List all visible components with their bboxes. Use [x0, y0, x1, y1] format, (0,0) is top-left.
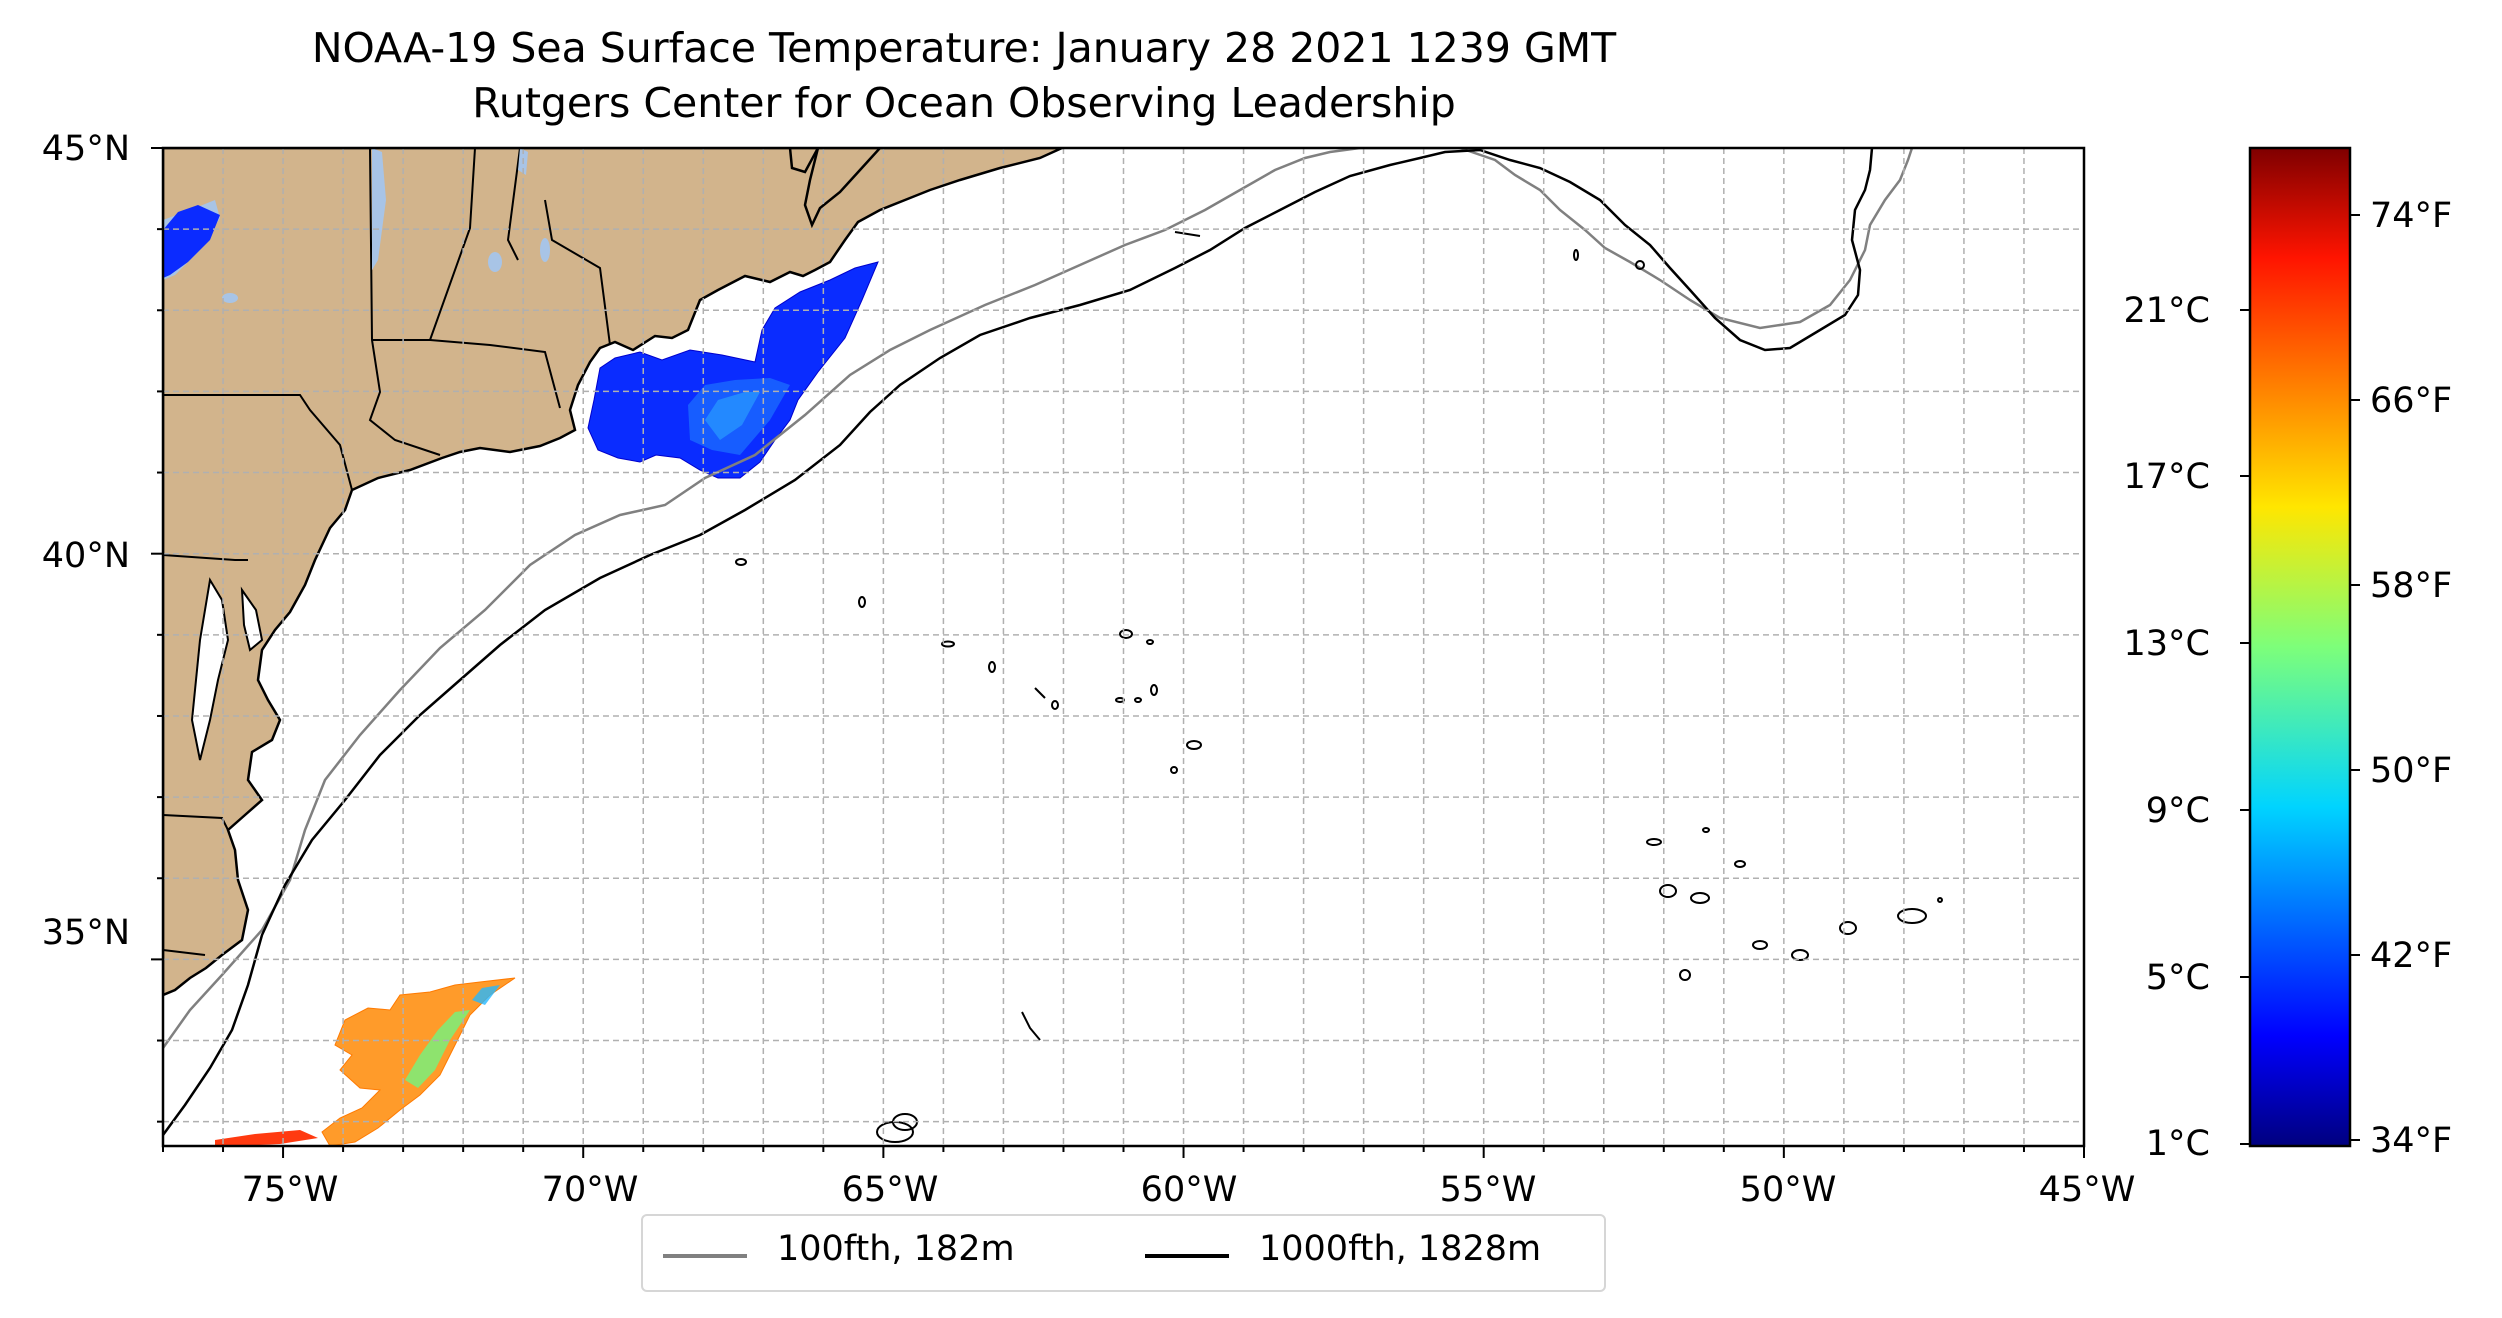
seamounts: [735, 231, 1943, 1143]
legend-swatch-1000fth: [1145, 1254, 1229, 1258]
state-borders: [163, 148, 611, 956]
land-mass: [163, 148, 1063, 997]
isobath-1000fth: [163, 148, 1874, 1136]
isobath-100fth: [163, 148, 1914, 1049]
lon-label: 55°W: [1439, 1170, 1537, 1210]
lat-label: 35°N: [41, 913, 130, 953]
colorbar-celsius-label: 5°C: [2145, 958, 2210, 998]
colorbar-celsius-label: 21°C: [2123, 291, 2210, 331]
colorbar-fahrenheit-label: 66°F: [2370, 381, 2453, 421]
sst-patch-gulf-stream-green: [405, 1010, 470, 1088]
legend: 100fth, 182m 1000fth, 1828m: [641, 1214, 1606, 1292]
chart-title: NOAA-19 Sea Surface Temperature: January…: [311, 24, 1617, 72]
sst-patch-georges-bank: [587, 261, 879, 479]
lon-label: 50°W: [1739, 1170, 1837, 1210]
nova-scotia: [803, 148, 882, 229]
colorbar-celsius-label: 9°C: [2145, 791, 2210, 831]
colorbar-fahrenheit-label: 34°F: [2370, 1121, 2453, 1161]
legend-label-100fth: 100fth, 182m: [777, 1229, 1015, 1269]
legend-swatch-100fth: [663, 1254, 747, 1258]
sst-patch-gulf-stream-cyan: [472, 985, 500, 1005]
map-area: [163, 148, 2084, 1146]
colorbar-ticks: [2240, 214, 2360, 1145]
lat-label: 40°N: [41, 536, 130, 576]
chart-subtitle: Rutgers Center for Ocean Observing Leade…: [472, 79, 1456, 127]
colorbar-fahrenheit-label: 42°F: [2370, 936, 2453, 976]
gridlines: [163, 148, 2084, 1146]
lon-label: 60°W: [1140, 1170, 1238, 1210]
colorbar-fahrenheit-label: 58°F: [2370, 566, 2453, 606]
lat-label: 45°N: [41, 129, 130, 169]
nova-scotia-tip: [788, 148, 820, 174]
axis-ticks: [151, 147, 2085, 1158]
colorbar-celsius-label: 17°C: [2123, 457, 2210, 497]
colorbar-celsius-label: 13°C: [2123, 624, 2210, 664]
lon-label: 45°W: [2038, 1170, 2136, 1210]
sst-strip-red: [215, 1130, 318, 1146]
lon-label: 65°W: [841, 1170, 939, 1210]
colorbar-fahrenheit-label: 50°F: [2370, 751, 2453, 791]
colorbar-fahrenheit-label: 74°F: [2370, 196, 2453, 236]
lon-label: 75°W: [241, 1170, 339, 1210]
legend-label-1000fth: 1000fth, 1828m: [1259, 1229, 1542, 1269]
lon-label: 70°W: [541, 1170, 639, 1210]
sst-patch-cyan: [705, 392, 760, 440]
colorbar: [2248, 146, 2352, 1148]
colorbar-celsius-label: 1°C: [2145, 1124, 2210, 1164]
chesapeake-bay: [190, 577, 230, 761]
sst-patch-northwest: [163, 205, 220, 278]
